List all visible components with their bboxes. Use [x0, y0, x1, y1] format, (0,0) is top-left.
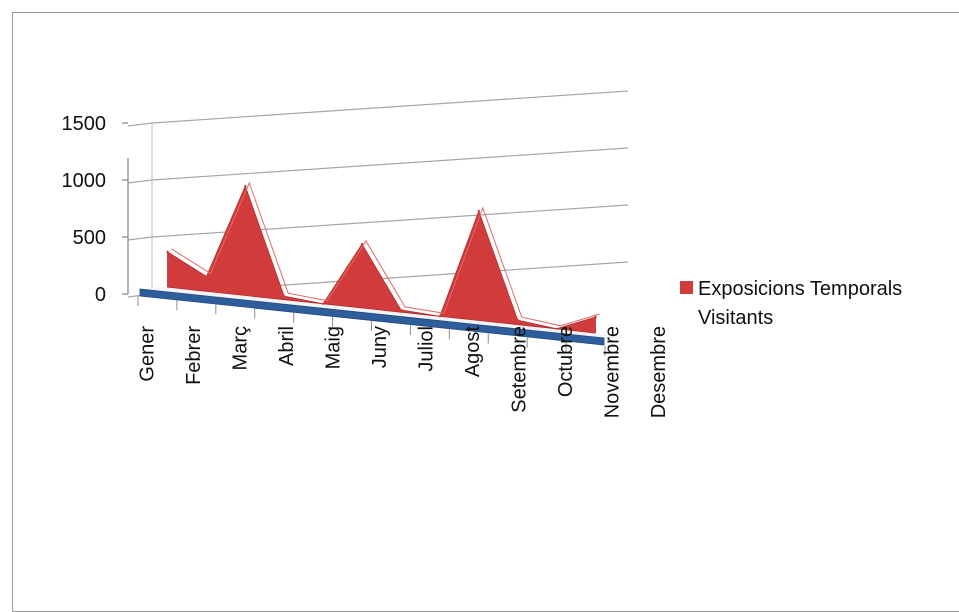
gridlines: [127, 90, 629, 298]
data-point-Setembre: [477, 209, 480, 213]
floor: [138, 287, 627, 340]
x-tick-label-Maig: Maig: [322, 326, 344, 369]
series-area-edge: [171, 181, 600, 327]
x-tick-label-Abril: Abril: [276, 326, 298, 366]
x-tick-labels: Gener Febrer Març Abril Maig Juny Juliol Agost S…: [136, 326, 670, 419]
data-point-Octubre: [516, 318, 519, 322]
floor-front-band: [139, 288, 605, 346]
data-point-Gener: [166, 250, 169, 253]
data-point-Març: [244, 184, 247, 188]
data-point-Agost: [438, 315, 442, 318]
x-tick-label-Març: Març: [229, 326, 251, 370]
legend-label-line2: Visitants: [698, 307, 773, 329]
x-tick-label-Setembre: Setembre: [508, 326, 530, 413]
data-point-Febrer: [205, 275, 208, 278]
series-area: [139, 181, 605, 346]
data-point-Maig: [321, 302, 325, 305]
data-point-Juliol: [399, 308, 403, 312]
x-tick-label-Agost: Agost: [462, 326, 484, 378]
legend-swatch: [680, 281, 693, 294]
y-tick-label-0: 0: [95, 284, 106, 306]
side-gridline-500: [127, 236, 153, 241]
x-tick-label-Juny: Juny: [369, 326, 391, 368]
legend: Exposicions Temporals Visitants: [680, 278, 902, 329]
gridline-500: [151, 204, 629, 238]
x-tick-label-Novembre: Novembre: [601, 326, 623, 418]
data-point-Abril: [283, 295, 286, 298]
side-gridline-1500: [127, 122, 153, 127]
x-tick-label-Gener: Gener: [136, 326, 158, 382]
gridline-1500: [151, 90, 629, 124]
x-tick-label-Febrer: Febrer: [183, 326, 205, 385]
y-tick-label-1000: 1000: [62, 170, 107, 192]
side-gridline-1000: [127, 179, 153, 184]
gridline-1000: [151, 147, 629, 181]
x-tick-label-Desembre: Desembre: [648, 326, 670, 418]
y-tick-label-500: 500: [73, 227, 106, 249]
area-chart: 0 500 1000 1500 Gener Febrer Març Abril Maig Jun…: [62, 90, 902, 419]
y-tick-label-1500: 1500: [62, 113, 107, 135]
x-tick-label-Octubre: Octubre: [555, 326, 577, 397]
y-tick-labels: 0 500 1000 1500: [62, 113, 107, 306]
data-point-Novembre: [555, 327, 558, 330]
legend-label-line1: Exposicions Temporals: [698, 278, 902, 300]
x-tick-label-Juliol: Juliol: [415, 326, 437, 372]
data-point-Desembre: [594, 315, 597, 319]
data-point-Juny: [360, 242, 364, 246]
axes: [122, 122, 627, 356]
